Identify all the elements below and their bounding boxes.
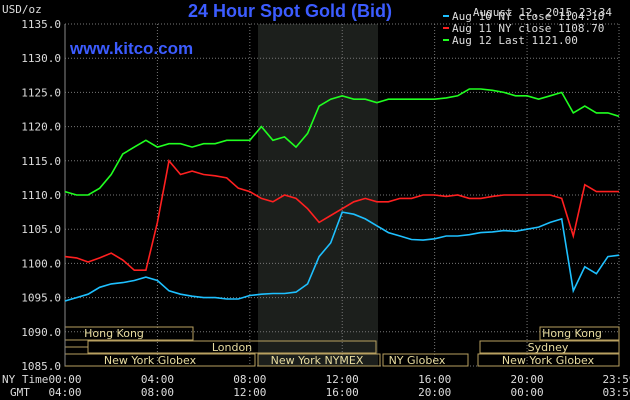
lines [64, 88, 620, 302]
series-line [64, 158, 619, 271]
y-tick-label: 1120.0 [21, 121, 61, 134]
gmt-tick-label: 04:00 [48, 386, 81, 399]
x-tick-label: 12:00 [326, 373, 359, 386]
gmt-tick-label: 08:00 [141, 386, 174, 399]
x-tick-label: 04:00 [141, 373, 174, 386]
watermark: www.kitco.com [69, 39, 193, 58]
legend-label: Aug 11 NY close 1108.70 [452, 22, 604, 35]
y-unit: USD/oz [2, 3, 42, 16]
gmt-tick-label: 03:59 [602, 386, 630, 399]
y-tick-label: 1130.0 [21, 52, 61, 65]
gmt-tick-label: 16:00 [326, 386, 359, 399]
chart-title: 24 Hour Spot Gold (Bid) [188, 1, 392, 21]
y-tick-label: 1090.0 [21, 326, 61, 339]
gmt-tick-label: 12:00 [233, 386, 266, 399]
legend-label: Aug 10 NY close 1104.10 [452, 10, 604, 23]
x-tick-label: 08:00 [233, 373, 266, 386]
timestamp: August 12, 2015 23:34 [473, 6, 612, 19]
x-tick-label: 23:59 [602, 373, 630, 386]
session-label: Hong Kong [84, 327, 144, 340]
y-tick-label: 1135.0 [21, 18, 61, 31]
x-tick-label: 00:00 [48, 373, 81, 386]
session-label: New York Globex [502, 354, 595, 367]
session-box [539, 326, 620, 341]
session-label: NY Globex [389, 354, 446, 367]
gmt-tick-label: 00:00 [510, 386, 543, 399]
session-box [479, 340, 620, 354]
y-tick-label: 1085.0 [21, 360, 61, 373]
session-label: New York Globex [104, 354, 197, 367]
session-label: London [212, 341, 252, 354]
y-tick-label: 1105.0 [21, 223, 61, 236]
session-box [257, 353, 381, 367]
session-label: New York NYMEX [271, 354, 364, 367]
session-label: Hong Kong [542, 327, 602, 340]
y-tick-label: 1125.0 [21, 86, 61, 99]
x2-axis-label: GMT [10, 386, 30, 399]
x-tick-label: 16:00 [418, 373, 451, 386]
session-box [382, 353, 469, 367]
x-axis-label: NY Time [2, 373, 48, 386]
x-tick-label: 20:00 [510, 373, 543, 386]
series-line [64, 211, 620, 302]
gmt-tick-label: 20:00 [418, 386, 451, 399]
y-tick-label: 1100.0 [21, 257, 61, 270]
y-tick-label: 1110.0 [21, 189, 61, 202]
session-box [477, 353, 620, 367]
series-line [64, 88, 620, 196]
y-tick-label: 1115.0 [21, 155, 61, 168]
session-label: Sydney [528, 341, 569, 354]
legend-label: Aug 12 Last 1121.00 [452, 34, 578, 47]
y-tick-label: 1095.0 [21, 292, 61, 305]
